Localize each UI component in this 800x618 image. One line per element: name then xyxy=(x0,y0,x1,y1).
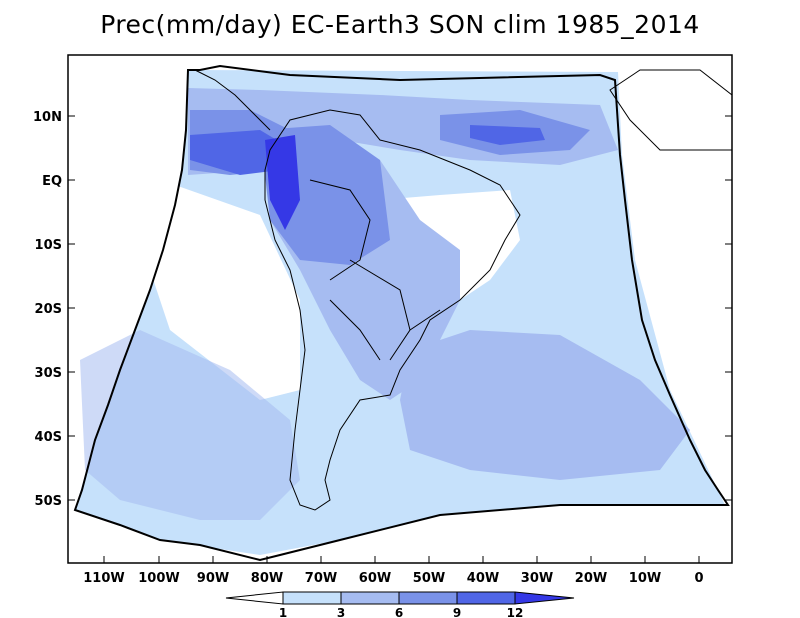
colorbar-label: 1 xyxy=(279,606,287,618)
lat-label: EQ xyxy=(42,174,62,189)
colorbar-segment-6-9 xyxy=(398,591,458,605)
colorbar-segment-1-3 xyxy=(282,591,342,605)
lat-label: 40S xyxy=(35,430,62,445)
lon-label: 70W xyxy=(305,571,337,586)
lon-label: 100W xyxy=(138,571,179,586)
map-border xyxy=(67,54,733,564)
lat-label: 10N xyxy=(33,110,62,125)
lat-labels: 10N EQ 10S 20S 30S 40S 50S xyxy=(33,110,62,509)
colorbar-segment-9-12 xyxy=(456,591,516,605)
lon-label: 50W xyxy=(413,571,445,586)
country-borders xyxy=(309,179,441,361)
colorbar-label: 6 xyxy=(395,606,403,618)
central-america-coast xyxy=(194,69,271,131)
lon-labels: 110W 100W 90W 80W 70W 60W 50W 40W 30W 20… xyxy=(83,571,703,586)
lat-label: 10S xyxy=(35,238,62,253)
colorbar-segment-above-12 xyxy=(514,591,575,605)
model-domain-outline xyxy=(73,64,730,562)
lon-label: 80W xyxy=(251,571,283,586)
precip-3-6-south-atlantic xyxy=(400,330,690,480)
colorbar-segment-3-6 xyxy=(340,591,400,605)
lon-label: 40W xyxy=(467,571,499,586)
lon-label: 0 xyxy=(694,571,703,586)
lon-label: 10W xyxy=(629,571,661,586)
colorbar-label: 12 xyxy=(507,606,524,618)
south-america-coast xyxy=(264,109,521,511)
precip-3-6-southeast-pacific xyxy=(80,330,300,520)
lon-ticks xyxy=(103,556,700,563)
colorbar-label: 9 xyxy=(453,606,461,618)
precip-12-plus-andes xyxy=(265,135,300,230)
lat-label: 20S xyxy=(35,302,62,317)
colorbar-label: 3 xyxy=(337,606,345,618)
lon-label: 20W xyxy=(575,571,607,586)
lat-label: 30S xyxy=(35,366,62,381)
lon-label: 60W xyxy=(359,571,391,586)
precip-9-12-atlantic xyxy=(470,125,545,145)
lon-label: 30W xyxy=(521,571,553,586)
colorbar-labels: 1 3 6 9 12 xyxy=(279,606,524,618)
lat-ticks xyxy=(68,115,732,501)
lon-label: 110W xyxy=(83,571,124,586)
coastlines xyxy=(194,69,733,511)
precip-9-12-pacific xyxy=(190,130,285,175)
dry-zone-southeast-pacific xyxy=(150,185,300,400)
colorbar-segment-below-1 xyxy=(225,591,284,605)
map-title: Prec(mm/day) EC-Earth3 SON clim 1985_201… xyxy=(100,10,700,39)
lon-label: 90W xyxy=(197,571,229,586)
precip-field xyxy=(75,70,725,555)
lat-label: 50S xyxy=(35,494,62,509)
colorbar xyxy=(225,591,575,605)
